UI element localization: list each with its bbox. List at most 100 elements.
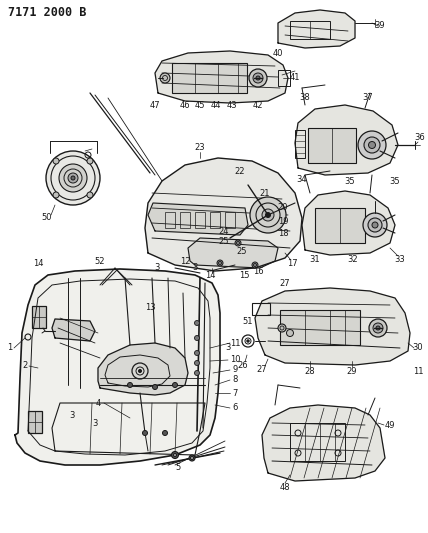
Text: 22: 22 <box>235 166 245 175</box>
Text: 20: 20 <box>278 204 288 213</box>
Text: 33: 33 <box>395 255 405 264</box>
Text: 50: 50 <box>42 214 52 222</box>
Bar <box>290 21 330 39</box>
Bar <box>28 411 42 433</box>
Circle shape <box>71 176 75 180</box>
Circle shape <box>87 192 93 198</box>
Circle shape <box>262 209 274 221</box>
Circle shape <box>369 141 375 149</box>
Text: 36: 36 <box>415 133 425 142</box>
Circle shape <box>235 240 241 246</box>
Text: 13: 13 <box>145 303 155 312</box>
Text: 47: 47 <box>150 101 160 110</box>
Circle shape <box>194 370 199 376</box>
Text: 35: 35 <box>345 176 355 185</box>
Circle shape <box>363 213 387 237</box>
Text: 49: 49 <box>385 421 395 430</box>
Circle shape <box>252 262 258 268</box>
Text: 11: 11 <box>413 367 423 376</box>
Circle shape <box>189 455 195 461</box>
Circle shape <box>139 369 142 373</box>
Circle shape <box>53 192 59 198</box>
Text: 31: 31 <box>310 254 320 263</box>
Text: 12: 12 <box>180 256 190 265</box>
Circle shape <box>172 451 178 458</box>
Circle shape <box>364 137 380 153</box>
Text: 18: 18 <box>278 229 288 238</box>
Circle shape <box>286 329 294 336</box>
Text: 1: 1 <box>7 343 12 352</box>
Circle shape <box>53 158 59 164</box>
Polygon shape <box>262 405 385 481</box>
Bar <box>32 306 46 328</box>
Text: 43: 43 <box>227 101 237 110</box>
Polygon shape <box>145 158 302 271</box>
Text: 3: 3 <box>155 263 160 272</box>
Bar <box>315 208 365 243</box>
Text: 5: 5 <box>175 464 181 472</box>
Circle shape <box>372 222 378 228</box>
Polygon shape <box>52 319 95 341</box>
Text: 25: 25 <box>219 237 229 246</box>
Text: 14: 14 <box>33 259 43 268</box>
Polygon shape <box>255 288 410 365</box>
Bar <box>180 212 190 228</box>
Text: 21: 21 <box>260 189 270 198</box>
Polygon shape <box>302 191 395 255</box>
Text: 38: 38 <box>300 93 310 102</box>
Text: 35: 35 <box>389 176 400 185</box>
Bar <box>308 128 356 163</box>
Polygon shape <box>188 238 278 268</box>
Circle shape <box>194 320 199 326</box>
Circle shape <box>194 360 199 366</box>
Circle shape <box>46 151 100 205</box>
Circle shape <box>249 69 267 87</box>
Circle shape <box>247 340 249 342</box>
Polygon shape <box>295 105 398 175</box>
Text: 39: 39 <box>374 21 385 30</box>
Text: 27: 27 <box>279 279 290 287</box>
Bar <box>295 130 305 158</box>
Circle shape <box>143 431 148 435</box>
Text: 48: 48 <box>279 482 290 491</box>
Text: 7171 2000 B: 7171 2000 B <box>8 5 86 19</box>
Text: 51: 51 <box>243 318 253 327</box>
Circle shape <box>160 73 170 83</box>
Text: 29: 29 <box>347 367 357 376</box>
Text: 10: 10 <box>230 356 240 365</box>
Circle shape <box>250 197 286 233</box>
Text: 15: 15 <box>239 271 249 279</box>
Bar <box>225 212 235 228</box>
Circle shape <box>128 383 133 387</box>
Bar <box>278 70 290 86</box>
Text: 11: 11 <box>230 338 240 348</box>
Circle shape <box>253 73 263 83</box>
Text: 9: 9 <box>232 366 238 375</box>
Text: 23: 23 <box>195 143 205 152</box>
Circle shape <box>87 158 93 164</box>
Circle shape <box>373 323 383 333</box>
Circle shape <box>369 319 387 337</box>
Polygon shape <box>15 269 220 465</box>
Text: 7: 7 <box>232 389 238 398</box>
Text: 46: 46 <box>180 101 190 110</box>
Text: 28: 28 <box>305 367 315 376</box>
Text: 30: 30 <box>413 343 423 352</box>
Text: 25: 25 <box>237 246 247 255</box>
Text: 3: 3 <box>225 343 231 352</box>
Text: 41: 41 <box>290 74 300 83</box>
Text: 52: 52 <box>95 256 105 265</box>
Polygon shape <box>278 10 355 48</box>
Polygon shape <box>98 343 188 395</box>
Text: 4: 4 <box>95 399 101 408</box>
Circle shape <box>278 324 286 332</box>
Polygon shape <box>155 51 288 103</box>
Text: 14: 14 <box>205 271 215 280</box>
Circle shape <box>256 76 260 80</box>
Text: 32: 32 <box>348 255 358 264</box>
Text: 17: 17 <box>287 259 297 268</box>
Text: 3: 3 <box>192 263 198 272</box>
Bar <box>290 423 345 461</box>
Circle shape <box>265 213 270 217</box>
Text: 16: 16 <box>253 266 263 276</box>
